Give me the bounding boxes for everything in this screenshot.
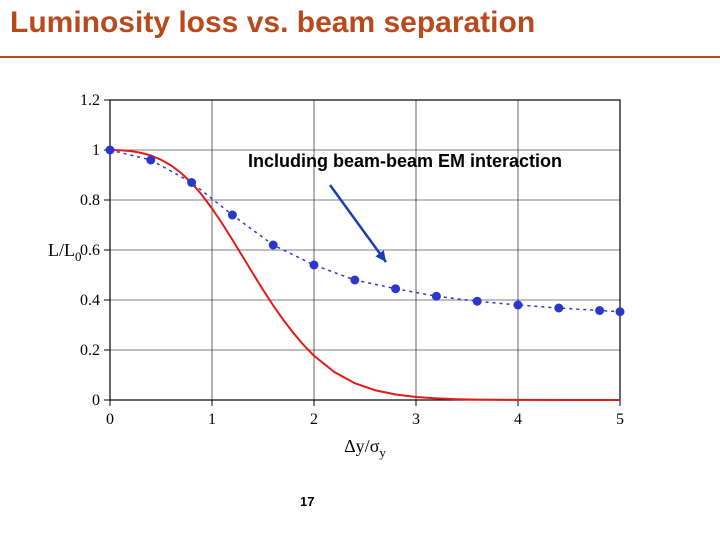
blue-connector [110,150,620,312]
blue-marker [595,306,604,315]
xtick-label: 3 [412,411,420,428]
ytick-label: 1 [92,142,100,159]
slide: Luminosity loss vs. beam separation Incl… [0,0,720,540]
blue-marker [514,301,523,310]
annotation-arrow-head [375,250,386,262]
blue-marker [432,292,441,301]
ytick-label: 1.2 [80,92,100,109]
blue-marker [228,211,237,220]
ytick-label: 0.8 [80,192,100,209]
blue-marker [554,304,563,313]
ytick-label: 0 [92,392,100,409]
blue-marker [616,307,625,316]
blue-marker [350,276,359,285]
blue-marker [269,241,278,250]
xtick-label: 0 [106,411,114,428]
blue-marker [391,284,400,293]
slide-title: Luminosity loss vs. beam separation [10,6,535,40]
xtick-label: 4 [514,411,522,428]
ytick-label: 0.6 [80,242,100,259]
blue-marker [187,178,196,187]
blue-marker [310,261,319,270]
blue-marker [106,146,115,155]
ytick-label: 0.4 [80,292,100,309]
page-number: 17 [300,494,314,509]
chart: 0 1 2 3 4 5 0 0.2 0.4 0.6 0.8 1 1.2 L/L0 Δy/σy [40,80,670,460]
annotation-arrow-line [330,185,386,262]
x-axis-label: Δy/σy [344,436,386,460]
ytick-label: 0.2 [80,342,100,359]
blue-marker [473,297,482,306]
xtick-label: 2 [310,411,318,428]
xtick-label: 5 [616,411,624,428]
red-curve [110,150,620,400]
xtick-label: 1 [208,411,216,428]
y-axis-label: L/L0 [48,240,82,264]
title-underline [0,56,720,58]
chart-svg: 0 1 2 3 4 5 0 0.2 0.4 0.6 0.8 1 1.2 L/L0 Δy/σy [40,80,670,460]
blue-marker [146,156,155,165]
